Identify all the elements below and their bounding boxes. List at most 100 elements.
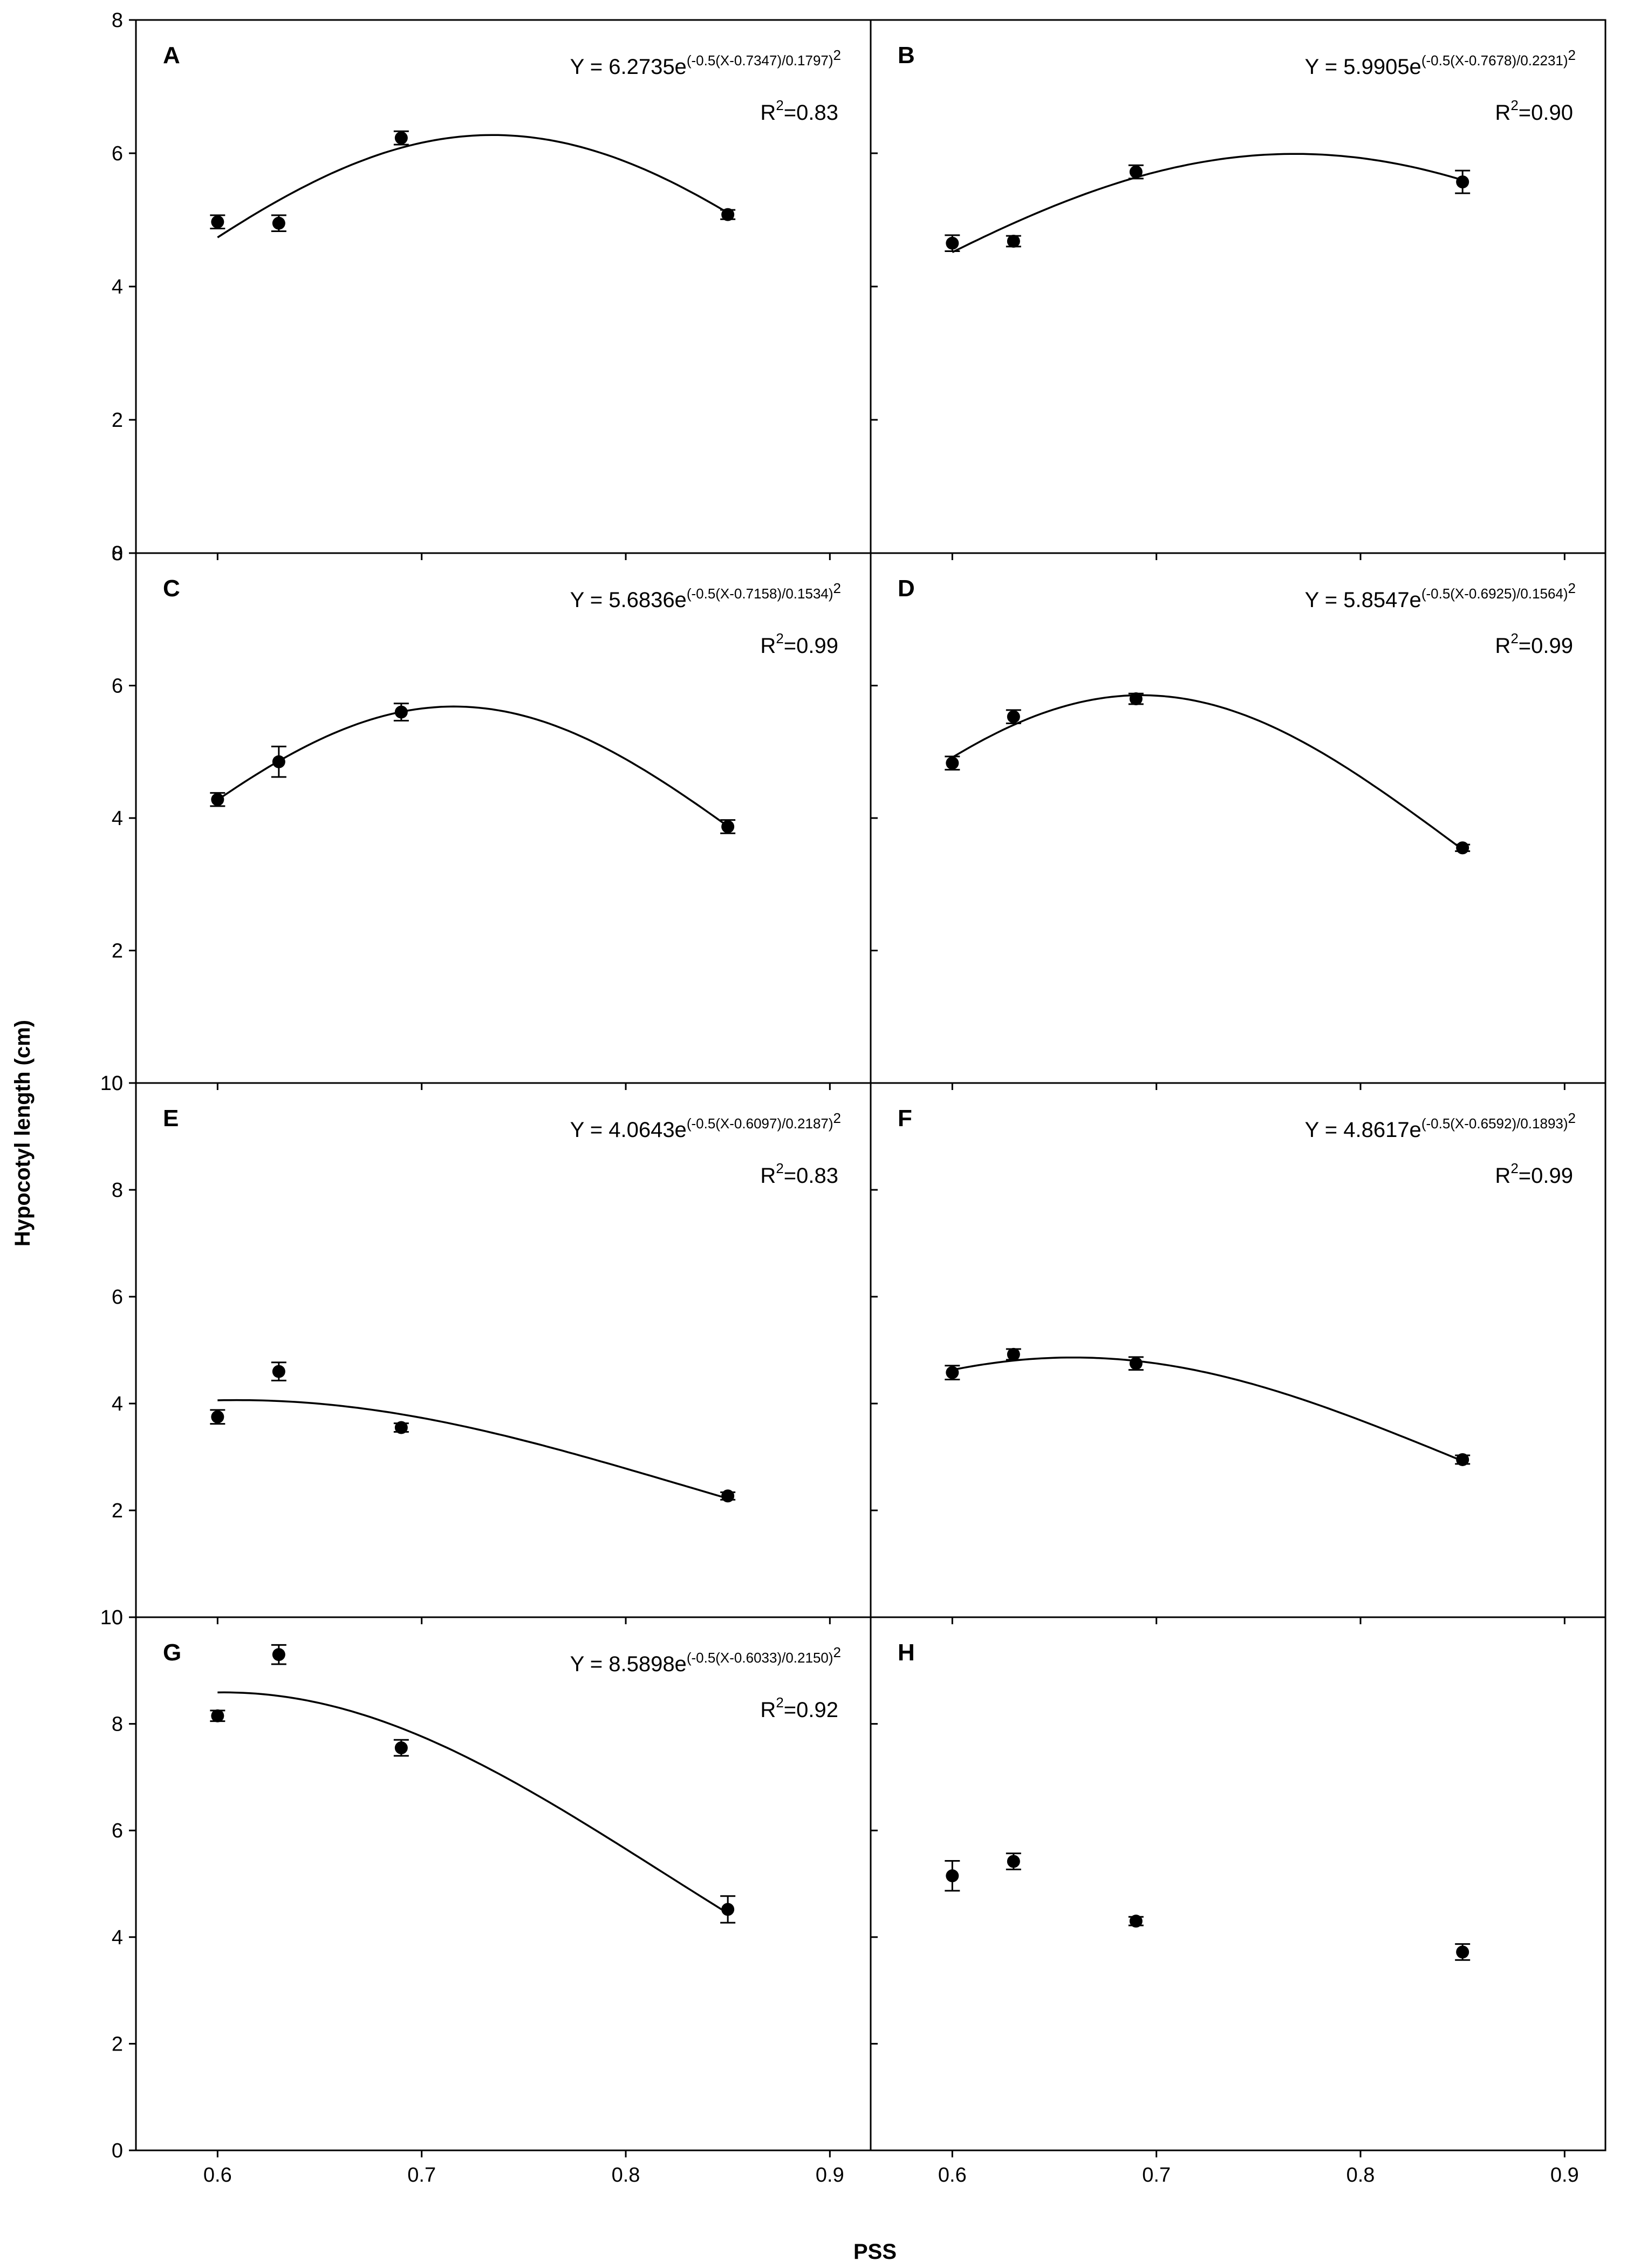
panel-e-ytick-label: 2: [112, 1500, 123, 1522]
panel-c-ytick-label: 8: [112, 542, 123, 565]
panel-e-data-point: [721, 1489, 735, 1503]
panel-a-r-value: =0.83: [784, 101, 838, 125]
panel-g-equation-base: Y = 8.5898e: [570, 1652, 687, 1676]
panel-f-fit-curve: [952, 1356, 1463, 1462]
panel-g-r-power: 2: [776, 1694, 783, 1711]
panel-a-ytick-label: 4: [112, 276, 123, 298]
panel-g-xtick-label: 0.9: [816, 2164, 844, 2187]
panel-e-r-squared: R2=0.83: [760, 1160, 838, 1188]
panel-d-letter: D: [898, 575, 915, 602]
panel-g-equation-power: 2: [833, 1644, 841, 1660]
panel-b-data-point: [1456, 175, 1469, 189]
panel-g-r-letter: R: [760, 1698, 776, 1722]
panel-d-equation-exponent: (-0.5(X-0.6925)/0.1564): [1421, 585, 1568, 602]
panel-e-r-value: =0.83: [784, 1164, 838, 1188]
panel-h-data-point: [1456, 1945, 1469, 1959]
panel-d-fit-curve: [952, 694, 1464, 850]
panel-e-fit-curve: [217, 1399, 728, 1500]
panel-g-data-point: [272, 1648, 285, 1661]
panel-f-equation-exponent: (-0.5(X-0.6592)/0.1893): [1421, 1115, 1568, 1132]
panel-c-equation: Y = 5.6836e(-0.5(X-0.7158)/0.1534)2: [570, 580, 841, 612]
panel-g-equation-exponent: (-0.5(X-0.6033)/0.2150): [687, 1650, 833, 1666]
panel-e-equation: Y = 4.0643e(-0.5(X-0.6097)/0.2187)2: [570, 1110, 841, 1142]
panel-a-ytick-label: 8: [112, 9, 123, 32]
panel-g-ytick-label: 2: [112, 2033, 123, 2055]
panel-c-equation-exponent: (-0.5(X-0.7158)/0.1534): [687, 585, 833, 602]
panel-d-data-point: [1129, 692, 1143, 706]
panel-e-ytick-label: 10: [100, 1072, 123, 1095]
panels-group: 0 2 4 6 8 A Y = 6.2735e(-0.5(X-0.7347)/0.1797)…: [100, 9, 1607, 2187]
panel-g-data-point: [721, 1903, 735, 1916]
panel-b-fit-curve: [952, 153, 1463, 253]
panel-a-letter: A: [163, 42, 180, 69]
panel-d-frame: [870, 552, 1607, 1084]
panel-e-frame: [135, 1082, 872, 1618]
panel-c-letter: C: [163, 575, 180, 602]
panel-a-fit-curve: [217, 134, 729, 239]
panel-g-fit-curve: [217, 1691, 729, 1915]
panel-a-data-point: [211, 215, 224, 229]
panel-f-r-power: 2: [1510, 1160, 1518, 1176]
panel-g-ytick-label: 0: [112, 2140, 123, 2162]
panel-g-ytick-label: 8: [112, 1713, 123, 1736]
panel-a-data-point: [394, 131, 408, 145]
panel-e-data-point: [272, 1365, 285, 1378]
panel-d-data-point: [946, 757, 959, 770]
panel-a-ytick-label: 2: [112, 409, 123, 432]
panel-a-equation: Y = 6.2735e(-0.5(X-0.7347)/0.1797)2: [570, 47, 841, 79]
panel-b-data-point: [1007, 235, 1020, 248]
panel-g-data-point: [211, 1709, 224, 1722]
panel-d-equation: Y = 5.8547e(-0.5(X-0.6925)/0.1564)2: [1305, 580, 1576, 612]
panel-c-data-point: [211, 793, 224, 806]
panel-g-r-squared: R2=0.92: [760, 1694, 838, 1722]
panel-e-data-point: [394, 1421, 408, 1434]
panel-c-r-squared: R2=0.99: [760, 630, 838, 658]
panel-c-data-point: [394, 705, 408, 719]
panel-g: 0 2 4 6 8 10 0.6 0.7 0.8 0.9 G Y = 8.5898e(-0.5(X-0…: [100, 1606, 872, 2187]
panel-c-ytick-label: 0: [112, 1072, 123, 1095]
panel-c-data-point: [272, 755, 285, 768]
panel-d-data-point: [1007, 710, 1020, 724]
panel-f-data-point: [1129, 1357, 1143, 1370]
panel-f-equation: Y = 4.8617e(-0.5(X-0.6592)/0.1893)2: [1305, 1110, 1576, 1142]
panel-h-data-point: [946, 1869, 959, 1883]
panel-d: D Y = 5.8547e(-0.5(X-0.6925)/0.1564)2 R2=0…: [870, 552, 1607, 1090]
panel-a: 0 2 4 6 8 A Y = 6.2735e(-0.5(X-0.7347)/0.1797)…: [112, 9, 872, 565]
panel-c-fit-curve: [217, 705, 729, 827]
panel-e-ytick-label: 0: [112, 1606, 123, 1629]
panel-b-data-point: [1129, 165, 1143, 179]
panel-f-equation-power: 2: [1568, 1110, 1576, 1126]
panel-e: 0 2 4 6 8 10 E Y = 4.0643e(-0.5(X-0.6097)/0.218…: [100, 1072, 872, 1629]
panel-e-ytick-label: 8: [112, 1179, 123, 1202]
panel-h-data-point: [1129, 1915, 1143, 1928]
panel-h-letter: H: [898, 1639, 915, 1666]
panel-b-frame: [870, 19, 1607, 554]
panel-g-equation: Y = 8.5898e(-0.5(X-0.6033)/0.2150)2: [570, 1644, 841, 1676]
panel-h-data-point: [1007, 1855, 1020, 1868]
panel-c-r-letter: R: [760, 634, 776, 658]
panel-a-equation-base: Y = 6.2735e: [570, 55, 687, 79]
panel-a-equation-power: 2: [833, 47, 841, 63]
panel-a-r-power: 2: [776, 97, 783, 113]
panel-f-equation-base: Y = 4.8617e: [1305, 1118, 1421, 1142]
panel-h: 0.6 0.7 0.8 0.9 H: [870, 1616, 1607, 2187]
panel-f-data-point: [1456, 1453, 1469, 1466]
panel-e-equation-base: Y = 4.0643e: [570, 1118, 687, 1142]
x-axis-title: PSS: [853, 2240, 897, 2264]
panel-g-ytick-label: 6: [112, 1820, 123, 1842]
panel-d-equation-base: Y = 5.8547e: [1305, 588, 1421, 612]
panel-g-xtick-label: 0.7: [407, 2164, 436, 2187]
panel-h-xtick-label: 0.6: [938, 2164, 967, 2187]
panel-e-equation-exponent: (-0.5(X-0.6097)/0.2187): [687, 1115, 833, 1132]
panel-d-data-point: [1456, 841, 1469, 855]
panel-g-letter: G: [163, 1639, 181, 1666]
panel-g-frame: [135, 1616, 872, 2151]
panel-d-r-value: =0.99: [1519, 634, 1573, 658]
panel-a-data-point: [272, 216, 285, 230]
panel-a-ytick-label: 0: [112, 542, 123, 565]
panel-d-r-squared: R2=0.99: [1495, 630, 1573, 658]
panel-f-data-point: [946, 1366, 959, 1379]
